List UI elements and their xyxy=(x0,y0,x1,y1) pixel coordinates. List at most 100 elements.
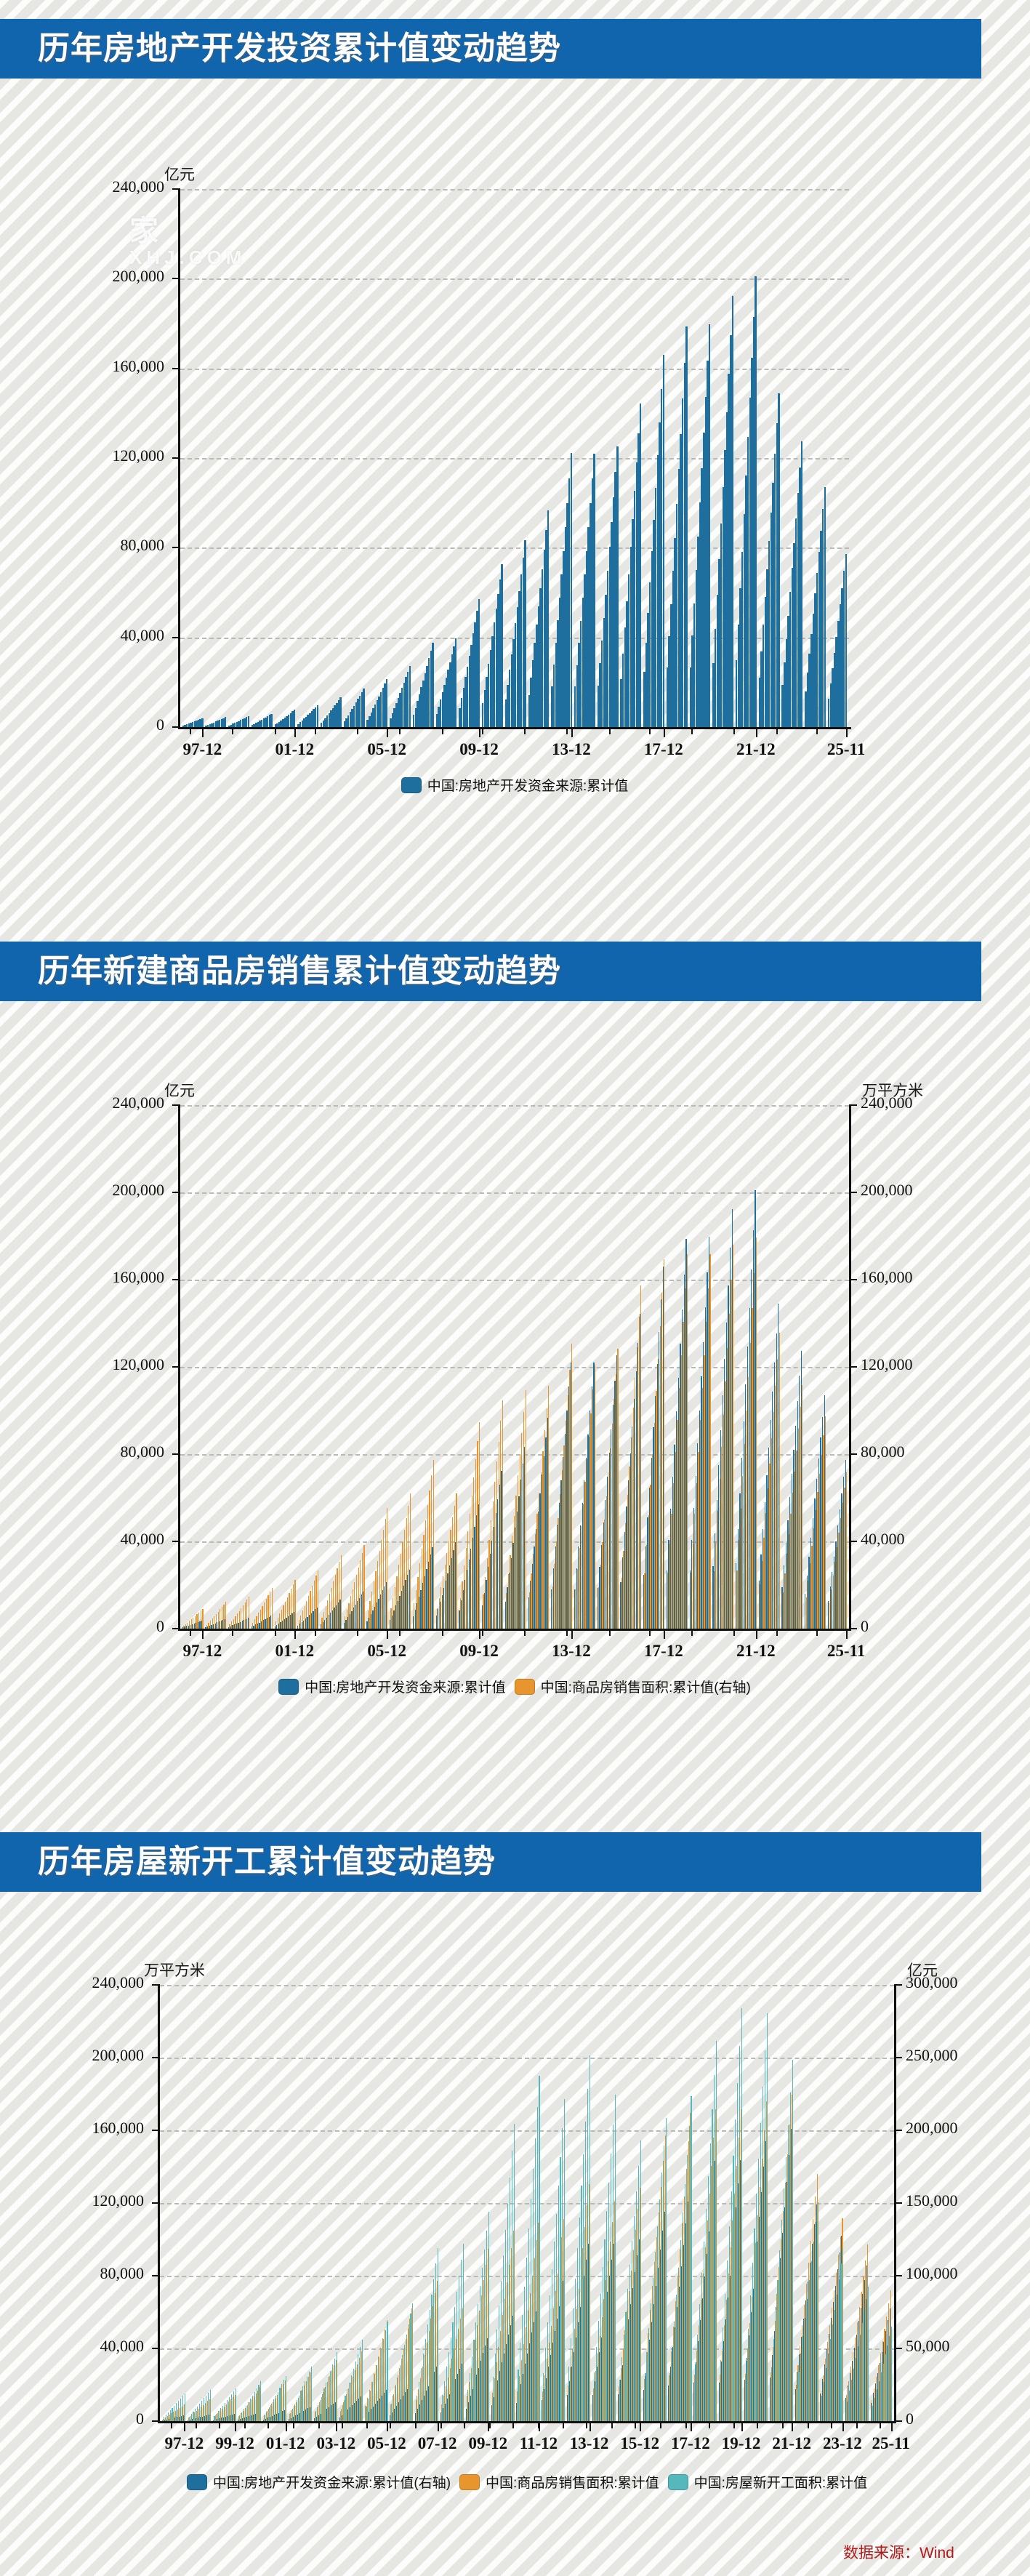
bar xyxy=(401,688,403,727)
gridline xyxy=(160,2203,894,2204)
bar xyxy=(231,2415,233,2421)
bar xyxy=(331,2370,333,2421)
bar xyxy=(678,2267,680,2421)
bar xyxy=(577,2322,579,2421)
bar xyxy=(377,2401,379,2421)
y2-axis-label: 240,000 xyxy=(861,1094,913,1112)
x-axis-line xyxy=(178,1629,851,1631)
bar xyxy=(190,723,192,727)
bar xyxy=(735,2119,736,2421)
y-tick-mark xyxy=(152,2130,160,2131)
legend-item[interactable]: 中国:房屋新开工面积:累计值 xyxy=(667,2472,867,2492)
bar xyxy=(474,1526,475,1629)
bar xyxy=(524,540,526,727)
bar xyxy=(330,710,332,727)
x-tick-mark xyxy=(663,729,665,737)
legend-item[interactable]: 中国:商品房销售面积:累计值(右轴) xyxy=(514,1677,751,1696)
bar xyxy=(309,713,311,727)
bar xyxy=(558,1502,560,1629)
x-minor-tick xyxy=(415,2423,417,2428)
bar xyxy=(443,685,446,727)
bar xyxy=(408,1506,409,1629)
x-minor-tick xyxy=(782,2423,784,2428)
bar xyxy=(417,1576,419,1629)
y2-axis-label: 120,000 xyxy=(861,1355,913,1373)
bar xyxy=(193,721,196,727)
bar xyxy=(668,1540,669,1629)
bar xyxy=(409,1493,411,1629)
x-minor-tick xyxy=(482,729,484,734)
bar xyxy=(190,2416,191,2421)
x-minor-tick xyxy=(196,2423,198,2428)
bar xyxy=(478,2367,480,2421)
bar xyxy=(318,2415,319,2421)
bar xyxy=(443,2395,444,2421)
bar xyxy=(709,324,711,727)
y2-axis-label: 300,000 xyxy=(906,1973,958,1991)
bar xyxy=(301,2412,302,2421)
x-minor-tick xyxy=(586,2423,588,2428)
bar xyxy=(407,2329,409,2421)
bar xyxy=(263,2419,265,2421)
bar xyxy=(505,2344,507,2421)
x-minor-tick xyxy=(685,2423,687,2428)
x-minor-tick xyxy=(757,2423,759,2428)
bar xyxy=(203,2404,204,2421)
bar xyxy=(371,2382,373,2421)
bar xyxy=(665,2117,667,2421)
bar xyxy=(600,641,603,727)
y-axis-label: 80,000 xyxy=(120,1443,165,1461)
bar xyxy=(279,2388,281,2421)
bar xyxy=(614,2095,616,2421)
bar xyxy=(417,2408,419,2421)
bar xyxy=(252,2395,253,2421)
bar xyxy=(784,2207,786,2421)
bar xyxy=(799,1376,800,1629)
bar xyxy=(835,637,837,727)
bar xyxy=(680,2266,682,2421)
bar xyxy=(716,594,718,727)
bar xyxy=(257,1624,258,1629)
bar xyxy=(405,1580,406,1629)
x-minor-tick xyxy=(566,1631,568,1636)
bar xyxy=(415,2412,417,2421)
bar xyxy=(194,1616,196,1629)
bar xyxy=(462,687,465,727)
legend-item[interactable]: 中国:房地产开发资金来源:累计值 xyxy=(401,775,628,795)
gridline xyxy=(180,1367,849,1368)
bar xyxy=(680,1355,682,1629)
y-axis-label: 160,000 xyxy=(92,2119,145,2137)
bar xyxy=(502,1400,504,1629)
legend-item[interactable]: 中国:房地产开发资金来源:累计值 xyxy=(278,1677,506,1696)
bar xyxy=(773,2339,774,2421)
bar xyxy=(431,1475,432,1629)
bar xyxy=(760,651,763,727)
bar xyxy=(686,2155,688,2421)
bar xyxy=(173,2412,174,2421)
legend-item[interactable]: 中国:房地产开发资金来源:累计值(右轴) xyxy=(186,2472,451,2492)
bar xyxy=(755,1237,757,1629)
bar xyxy=(774,2321,776,2421)
bar xyxy=(454,2307,456,2421)
bar xyxy=(479,1421,480,1629)
bar xyxy=(714,2075,715,2421)
bar xyxy=(361,1594,362,1629)
bar xyxy=(430,1554,431,1629)
bar xyxy=(191,1624,193,1629)
bar xyxy=(509,670,511,727)
bar xyxy=(627,574,630,727)
bar xyxy=(653,1422,655,1629)
legend-item[interactable]: 中国:商品房销售面积:累计值 xyxy=(459,2472,659,2492)
bar xyxy=(449,2367,451,2421)
bar xyxy=(275,1621,277,1629)
bar xyxy=(355,1604,356,1629)
y2-axis-line xyxy=(849,1105,851,1629)
bar xyxy=(267,2408,270,2421)
bar xyxy=(776,1359,778,1629)
bar xyxy=(223,1604,225,1629)
bar xyxy=(801,2337,802,2421)
x-tick-mark xyxy=(640,2423,642,2431)
bar xyxy=(551,1589,552,1629)
bar xyxy=(787,2124,789,2421)
bar xyxy=(476,2375,478,2421)
